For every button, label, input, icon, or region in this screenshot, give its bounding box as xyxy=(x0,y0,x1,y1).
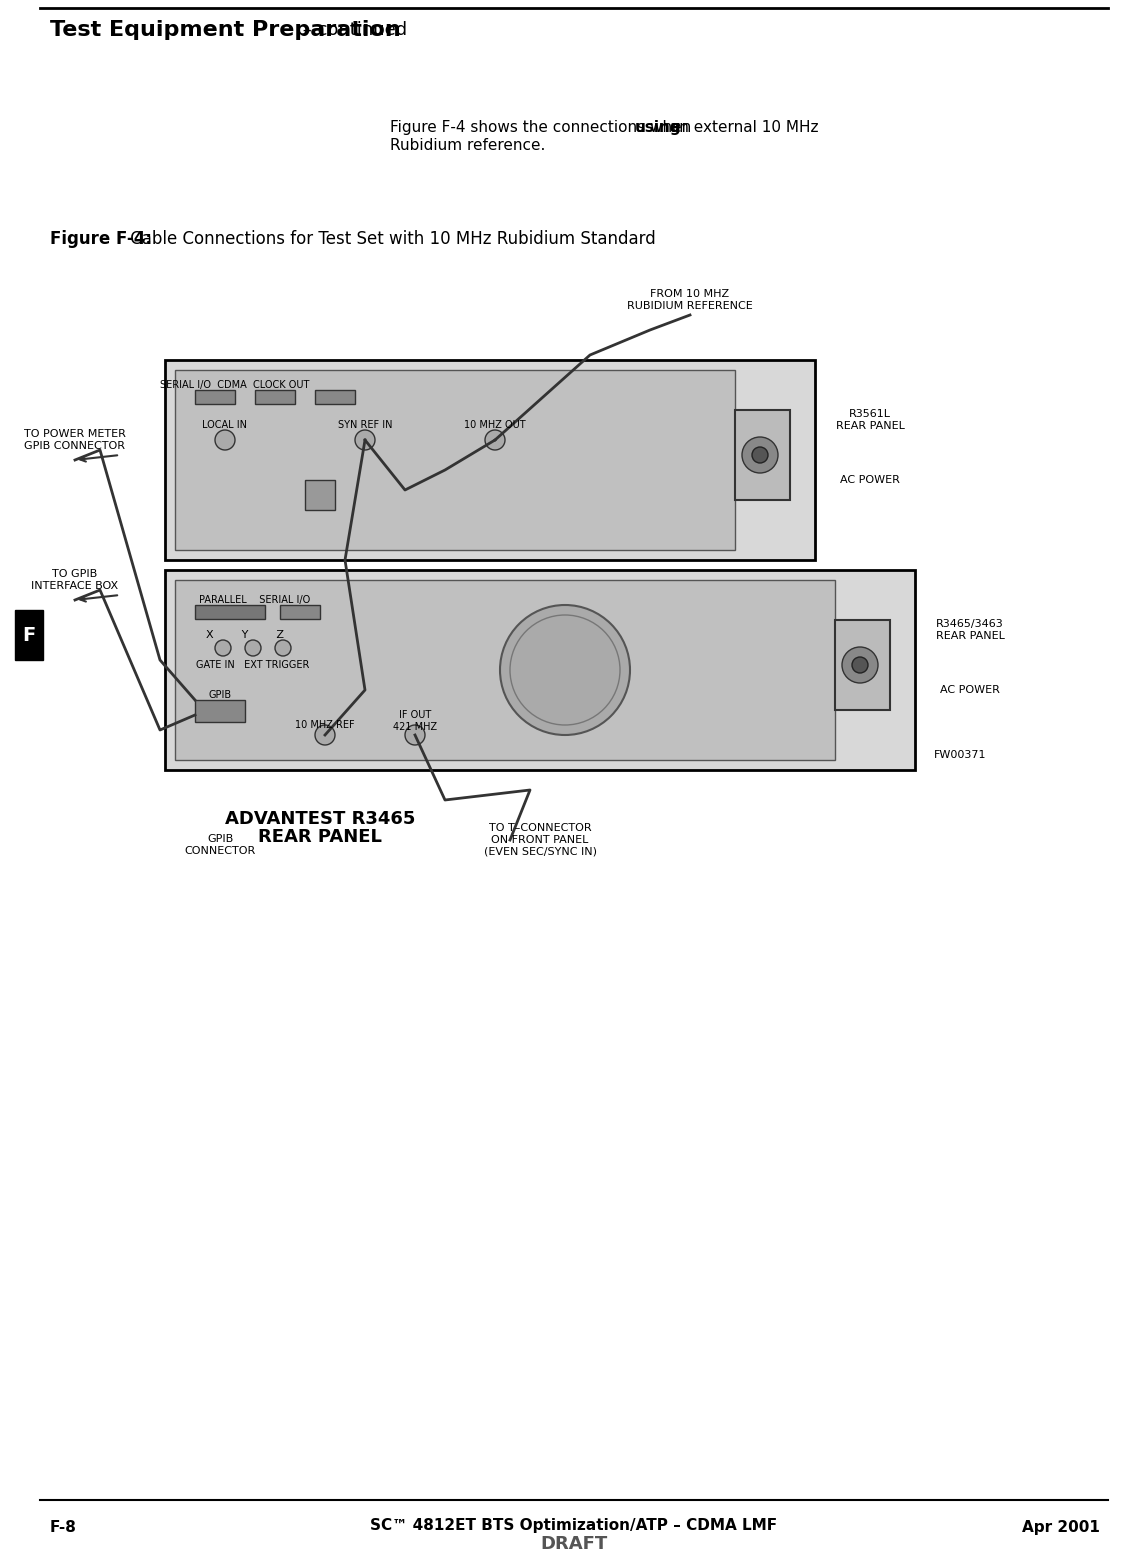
Text: SERIAL I/O  CDMA  CLOCK OUT: SERIAL I/O CDMA CLOCK OUT xyxy=(161,380,310,391)
Bar xyxy=(165,359,815,560)
Text: using: using xyxy=(635,120,682,135)
Bar xyxy=(835,619,890,710)
Text: LOCAL IN: LOCAL IN xyxy=(202,420,248,429)
Text: F: F xyxy=(22,626,36,644)
Circle shape xyxy=(742,437,778,473)
Text: FROM 10 MHZ
RUBIDIUM REFERENCE: FROM 10 MHZ RUBIDIUM REFERENCE xyxy=(627,289,753,311)
Text: IF OUT: IF OUT xyxy=(398,710,432,720)
Text: AC POWER: AC POWER xyxy=(940,685,1000,696)
Bar xyxy=(735,409,790,499)
Text: FW00371: FW00371 xyxy=(933,750,986,759)
Text: SC™ 4812ET BTS Optimization/ATP – CDMA LMF: SC™ 4812ET BTS Optimization/ATP – CDMA L… xyxy=(371,1519,777,1533)
Bar xyxy=(174,580,835,759)
Bar xyxy=(195,605,265,619)
Circle shape xyxy=(852,657,868,674)
Text: 10 MHZ REF: 10 MHZ REF xyxy=(295,720,355,730)
Bar xyxy=(165,569,915,770)
Text: AC POWER: AC POWER xyxy=(840,475,900,485)
Bar xyxy=(15,610,42,660)
Text: X        Y        Z: X Y Z xyxy=(205,630,284,640)
Text: GPIB
CONNECTOR: GPIB CONNECTOR xyxy=(185,834,256,856)
Text: GPIB: GPIB xyxy=(209,689,232,700)
Circle shape xyxy=(501,605,630,734)
Text: DRAFT: DRAFT xyxy=(541,1536,607,1553)
Text: – continued: – continued xyxy=(297,20,408,39)
Text: Cable Connections for Test Set with 10 MHz Rubidium Standard: Cable Connections for Test Set with 10 M… xyxy=(125,230,656,247)
Text: ADVANTEST R3465: ADVANTEST R3465 xyxy=(225,811,416,828)
Circle shape xyxy=(841,647,878,683)
Text: SYN REF IN: SYN REF IN xyxy=(338,420,393,429)
Text: R3561L
REAR PANEL: R3561L REAR PANEL xyxy=(836,409,905,431)
Circle shape xyxy=(315,725,335,745)
Text: Apr 2001: Apr 2001 xyxy=(1022,1520,1100,1536)
Circle shape xyxy=(245,640,261,657)
Bar xyxy=(195,391,235,405)
Bar xyxy=(280,605,320,619)
Circle shape xyxy=(276,640,290,657)
Text: Figure F-4 shows the connections when: Figure F-4 shows the connections when xyxy=(390,120,696,135)
Circle shape xyxy=(355,429,375,450)
Circle shape xyxy=(215,429,235,450)
Text: TO GPIB
INTERFACE BOX: TO GPIB INTERFACE BOX xyxy=(31,569,118,591)
Circle shape xyxy=(405,725,425,745)
Text: 10 MHZ OUT: 10 MHZ OUT xyxy=(464,420,526,429)
Text: 421 MHZ: 421 MHZ xyxy=(393,722,437,731)
Bar xyxy=(315,391,355,405)
Text: F-8: F-8 xyxy=(51,1520,77,1536)
Text: GATE IN   EXT TRIGGER: GATE IN EXT TRIGGER xyxy=(196,660,310,671)
Text: REAR PANEL: REAR PANEL xyxy=(258,828,382,846)
Text: Figure F-4:: Figure F-4: xyxy=(51,230,152,247)
Text: PARALLEL    SERIAL I/O: PARALLEL SERIAL I/O xyxy=(200,594,311,605)
Bar xyxy=(195,700,245,722)
Text: an external 10 MHz: an external 10 MHz xyxy=(665,120,819,135)
Circle shape xyxy=(484,429,505,450)
Bar xyxy=(174,370,735,549)
Bar xyxy=(255,391,295,405)
Circle shape xyxy=(752,447,768,464)
Text: Rubidium reference.: Rubidium reference. xyxy=(390,138,545,152)
Text: TO POWER METER
GPIB CONNECTOR: TO POWER METER GPIB CONNECTOR xyxy=(24,429,126,451)
Text: Test Equipment Preparation: Test Equipment Preparation xyxy=(51,20,401,40)
Bar xyxy=(305,479,335,510)
Text: TO T–CONNECTOR
ON FRONT PANEL
(EVEN SEC/SYNC IN): TO T–CONNECTOR ON FRONT PANEL (EVEN SEC/… xyxy=(483,823,597,857)
Text: R3465/3463
REAR PANEL: R3465/3463 REAR PANEL xyxy=(936,619,1004,641)
Circle shape xyxy=(215,640,231,657)
